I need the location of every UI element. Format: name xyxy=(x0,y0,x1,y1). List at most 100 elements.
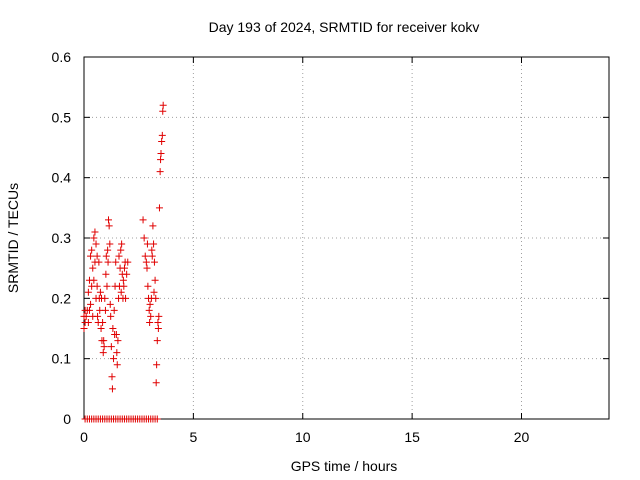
y-tick-label: 0.3 xyxy=(52,230,72,246)
data-point xyxy=(112,331,120,339)
data-point xyxy=(146,300,154,308)
data-point xyxy=(141,252,149,260)
data-point xyxy=(153,361,161,369)
data-point xyxy=(91,228,99,236)
data-point xyxy=(150,240,158,248)
data-point xyxy=(149,222,157,230)
data-point xyxy=(105,222,113,230)
data-point xyxy=(95,258,103,266)
y-tick-label: 0.1 xyxy=(52,351,72,367)
data-point xyxy=(103,282,111,290)
data-point xyxy=(112,258,120,266)
data-point xyxy=(156,168,164,176)
data-point xyxy=(142,258,150,266)
data-point xyxy=(85,306,93,314)
data-point xyxy=(80,325,88,332)
data-point xyxy=(122,294,130,302)
data-point xyxy=(148,252,156,260)
data-point xyxy=(150,258,158,266)
data-point xyxy=(101,294,109,302)
data-point xyxy=(119,276,127,284)
data-point xyxy=(109,325,117,332)
data-point xyxy=(110,355,118,363)
data-point xyxy=(151,276,159,284)
data-point xyxy=(157,150,165,158)
data-point xyxy=(144,282,152,290)
data-point xyxy=(107,343,115,351)
data-point xyxy=(123,270,131,278)
data-point xyxy=(99,349,107,357)
data-point xyxy=(84,318,92,326)
data-point xyxy=(106,240,114,248)
data-point xyxy=(93,282,101,290)
data-point xyxy=(145,306,153,314)
x-tick-label: 5 xyxy=(189,429,197,445)
data-point xyxy=(155,204,163,212)
data-point xyxy=(106,300,114,308)
data-point xyxy=(89,264,97,272)
y-tick-label: 0.5 xyxy=(52,109,72,125)
data-point xyxy=(118,240,126,248)
x-tick-labels: 0 5 10 15 20 xyxy=(80,429,529,445)
data-point xyxy=(94,312,102,320)
data-point xyxy=(155,312,163,320)
data-point xyxy=(158,131,166,139)
data-point xyxy=(96,288,104,296)
data-point xyxy=(147,312,155,320)
axis-ticks xyxy=(83,56,609,420)
data-point xyxy=(153,415,161,423)
x-axis-label: GPS time / hours xyxy=(291,458,398,474)
data-point xyxy=(120,282,128,290)
data-point xyxy=(159,101,167,109)
data-point xyxy=(120,264,128,272)
data-point xyxy=(87,252,95,260)
data-point xyxy=(150,288,158,296)
data-point xyxy=(113,349,121,357)
chart-title: Day 193 of 2024, SRMTID for receiver kok… xyxy=(209,19,480,35)
data-point xyxy=(154,325,162,332)
data-point xyxy=(148,246,156,254)
data-point xyxy=(154,318,162,326)
y-tick-label: 0.4 xyxy=(52,170,72,186)
data-point xyxy=(82,312,90,320)
data-point xyxy=(143,240,151,248)
data-point xyxy=(107,312,115,320)
data-point xyxy=(100,343,108,351)
y-axis-label: SRMTID / TECUs xyxy=(5,183,21,293)
data-point xyxy=(99,318,107,326)
data-point xyxy=(152,379,160,387)
data-point xyxy=(88,246,96,254)
data-point xyxy=(124,258,132,266)
data-point xyxy=(159,107,167,115)
data-point xyxy=(113,361,121,369)
y-tick-label: 0.2 xyxy=(52,290,72,306)
data-point xyxy=(139,216,147,224)
x-tick-label: 10 xyxy=(295,429,311,445)
data-point xyxy=(158,137,166,145)
data-point xyxy=(117,288,125,296)
data-point xyxy=(93,252,101,260)
data-point xyxy=(114,337,122,345)
data-point xyxy=(108,373,116,381)
data-point xyxy=(101,306,109,314)
y-tick-label: 0 xyxy=(63,411,71,427)
data-point xyxy=(104,246,112,254)
x-tick-label: 15 xyxy=(404,429,420,445)
data-point xyxy=(153,337,161,345)
data-point xyxy=(146,318,154,326)
data-point xyxy=(140,234,148,242)
data-point xyxy=(117,246,125,254)
data-point xyxy=(143,264,151,272)
data-point xyxy=(110,306,118,314)
x-tick-label: 20 xyxy=(514,429,530,445)
y-tick-labels: 0 0.1 0.2 0.3 0.4 0.5 0.6 xyxy=(52,49,72,427)
data-point xyxy=(90,276,98,284)
data-point xyxy=(102,270,110,278)
data-point xyxy=(102,252,110,260)
data-point xyxy=(87,300,95,308)
grid xyxy=(84,57,609,419)
data-point xyxy=(97,325,105,332)
data-point xyxy=(157,156,165,164)
data-point xyxy=(108,385,116,393)
